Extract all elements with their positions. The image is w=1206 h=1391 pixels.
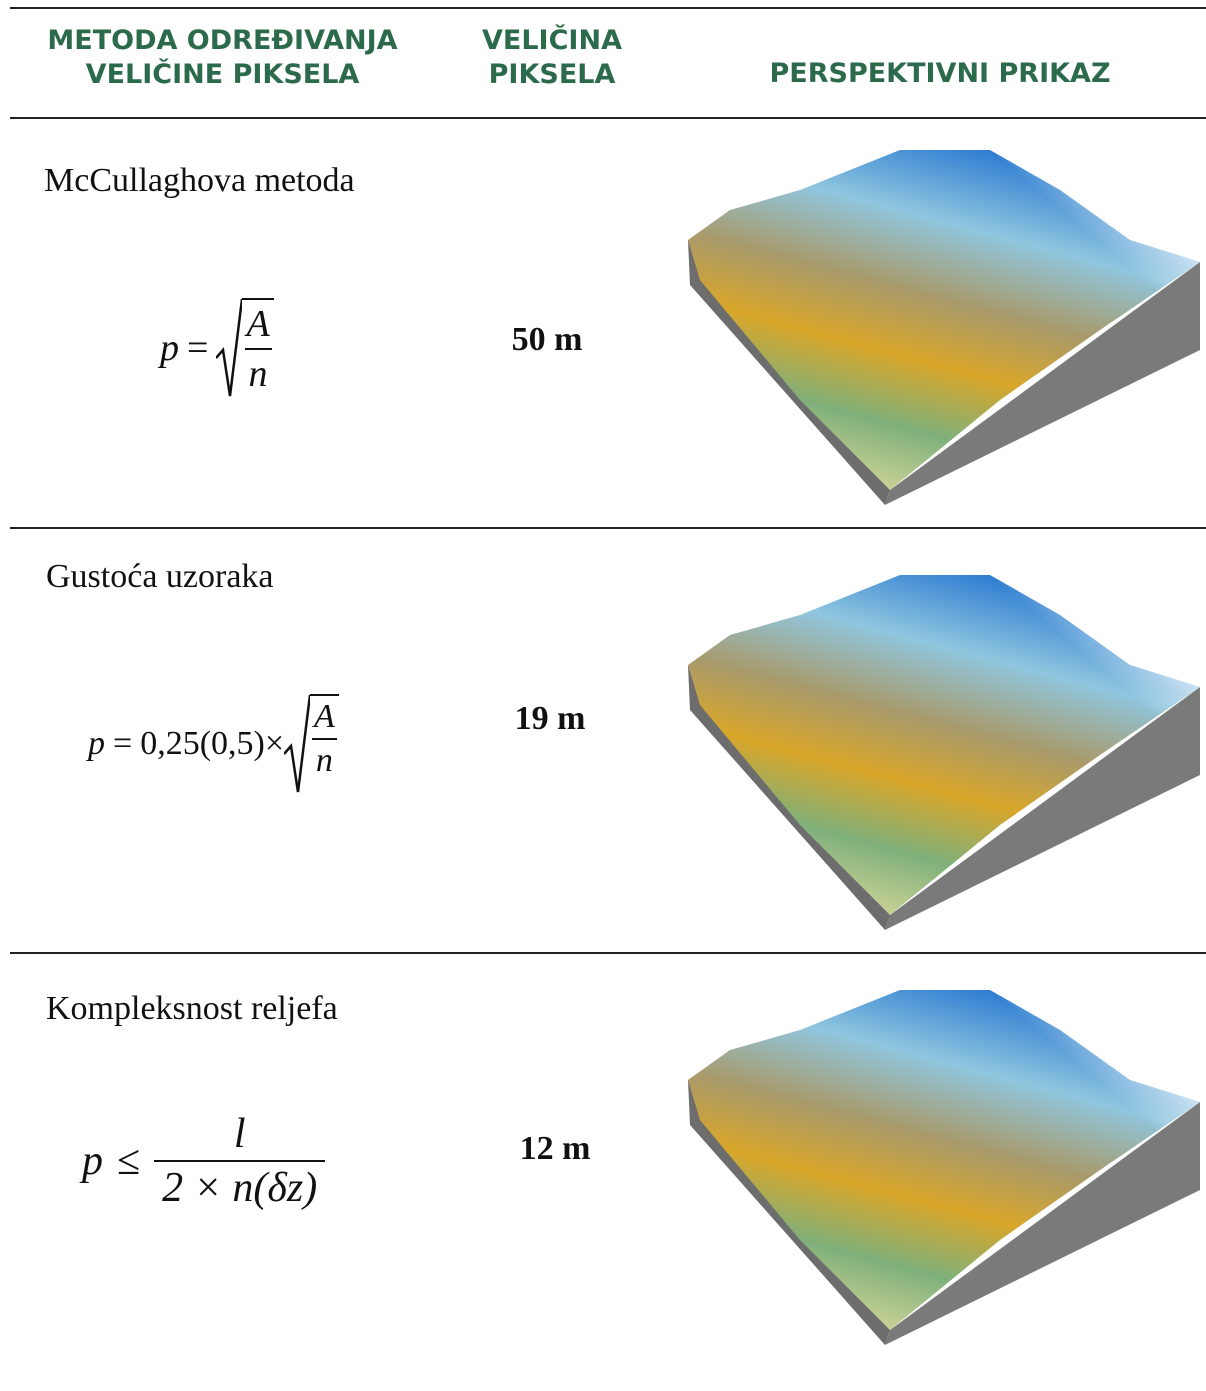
method: Kompleksnost reljefa <box>46 990 338 1027</box>
numerator: A <box>246 303 270 345</box>
formula: p ≤ l 2 × n(δz) <box>82 1110 326 1212</box>
method: McCullaghova metoda <box>44 162 355 199</box>
sqrt: A n <box>216 298 274 398</box>
denominator: n <box>244 348 272 396</box>
denominator: 2 × n(δz) <box>154 1160 326 1212</box>
formula-lhs: p <box>82 1138 103 1184</box>
numerator: A <box>314 698 335 735</box>
formula: p = 0,25(0,5)× A n <box>88 694 339 794</box>
header-cell: VELIČINA PIKSELA <box>482 25 622 90</box>
formula-lhs: p <box>160 327 179 369</box>
numerator: l <box>233 1111 246 1157</box>
pixel-size: 50 m <box>511 321 583 358</box>
formula: p = A n <box>160 298 274 398</box>
header-cell: METODA ODREĐIVANJA VELIČINE PIKSELA <box>47 25 398 90</box>
formula-op: = <box>113 725 133 762</box>
fraction: A n <box>310 694 339 794</box>
terrain-view <box>688 575 1200 930</box>
formula-coef: 0,25(0,5)× <box>140 725 285 762</box>
radical <box>216 298 242 398</box>
fraction: A n <box>242 298 274 398</box>
header-cell: PERSPEKTIVNI PRIKAZ <box>769 58 1111 89</box>
formula-lhs: p <box>88 725 105 762</box>
terrain-view <box>688 150 1200 505</box>
pixel-size: 19 m <box>514 700 586 737</box>
terrain-view <box>688 990 1200 1345</box>
pixel-size: 12 m <box>519 1130 591 1167</box>
sqrt: A n <box>284 694 339 794</box>
denominator: n <box>311 738 337 780</box>
radical <box>284 694 310 794</box>
formula-op: ≤ <box>117 1138 141 1184</box>
method: Gustoća uzoraka <box>46 558 274 595</box>
formula-op: = <box>187 327 209 369</box>
fraction: l 2 × n(δz) <box>154 1110 326 1212</box>
